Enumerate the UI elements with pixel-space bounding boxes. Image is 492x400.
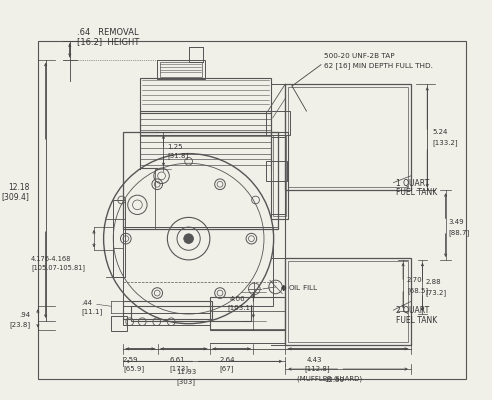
Text: 1.25: 1.25 [167, 144, 183, 150]
Bar [123, 227, 273, 306]
Text: 62 [16] MIN DEPTH FULL THD.: 62 [16] MIN DEPTH FULL THD. [324, 62, 433, 68]
Text: [16.2]  HEIGHT: [16.2] HEIGHT [77, 37, 139, 46]
Text: [309.4]: [309.4] [1, 192, 29, 201]
Text: [88.7]: [88.7] [449, 229, 470, 236]
Text: 1 QUART: 1 QUART [397, 179, 430, 188]
Text: 12.18: 12.18 [8, 183, 29, 192]
Text: 500-20 UNF-2B TAP: 500-20 UNF-2B TAP [324, 53, 395, 59]
Bar [210, 311, 285, 328]
Text: 11.93: 11.93 [176, 369, 196, 375]
Bar [157, 60, 205, 79]
Bar [159, 62, 202, 77]
Text: 6.61: 6.61 [169, 356, 185, 362]
Text: 2 QUART: 2 QUART [397, 306, 430, 315]
Text: [133.2]: [133.2] [432, 139, 458, 146]
Bar [266, 161, 287, 181]
Text: [73.2]: [73.2] [425, 289, 446, 296]
Text: .94: .94 [19, 312, 30, 318]
Bar [273, 135, 286, 216]
Bar [140, 78, 271, 113]
Text: .64   REMOVAL: .64 REMOVAL [77, 28, 138, 37]
Circle shape [184, 234, 193, 244]
Text: .44: .44 [81, 300, 92, 306]
Bar [285, 258, 411, 345]
Bar [285, 84, 411, 190]
Text: FUEL TANK: FUEL TANK [397, 316, 437, 325]
Text: [173]: [173] [169, 365, 188, 372]
Bar [123, 302, 212, 319]
Text: 4.43: 4.43 [307, 356, 322, 362]
Bar [266, 111, 290, 135]
Text: [112.8]: [112.8] [305, 365, 330, 372]
Text: 12.50: 12.50 [324, 377, 344, 383]
Bar [188, 47, 203, 62]
Text: [23.8]: [23.8] [9, 321, 30, 328]
Text: 2.59: 2.59 [123, 356, 138, 362]
Bar [111, 316, 127, 332]
Bar [288, 87, 408, 188]
Text: [65.9]: [65.9] [123, 365, 144, 372]
Text: 3.49: 3.49 [449, 219, 464, 225]
Text: FUEL TANK: FUEL TANK [397, 188, 437, 198]
Bar [38, 40, 466, 379]
Text: [31.8]: [31.8] [167, 153, 188, 160]
Text: $\mathbf{\phi}$ OIL FILL: $\mathbf{\phi}$ OIL FILL [280, 283, 319, 293]
Text: 2.88: 2.88 [425, 279, 441, 285]
Text: (MUFFLER GUARD): (MUFFLER GUARD) [297, 376, 362, 382]
Bar [288, 261, 408, 342]
Bar [113, 200, 125, 277]
Text: [105.07-105.81]: [105.07-105.81] [31, 265, 85, 272]
Text: [303]: [303] [176, 378, 195, 384]
Text: [67]: [67] [219, 365, 234, 372]
Text: 2.64: 2.64 [219, 356, 235, 362]
Bar [131, 306, 251, 321]
Text: [103.1]: [103.1] [227, 304, 253, 311]
Text: 4.176-4.168: 4.176-4.168 [31, 256, 71, 262]
Bar [271, 132, 288, 219]
Text: 5.24: 5.24 [432, 130, 447, 136]
Text: 4.06: 4.06 [229, 296, 245, 302]
Text: 2.70: 2.70 [407, 277, 423, 283]
Bar [123, 313, 210, 325]
Bar [210, 297, 285, 330]
Bar [123, 132, 277, 229]
Text: [11.1]: [11.1] [81, 308, 103, 315]
Text: [68.5]: [68.5] [407, 287, 428, 294]
Bar [140, 111, 271, 135]
